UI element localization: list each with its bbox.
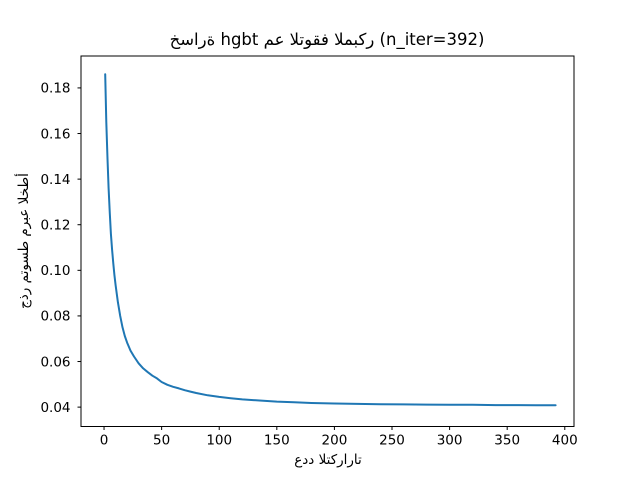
y-axis-label: جذر متوسط مربع الخطأ [16, 173, 32, 309]
y-tick-label: 0.10 [40, 263, 70, 279]
y-tick-label: 0.14 [40, 172, 70, 188]
x-tick-label: 50 [153, 433, 170, 449]
x-tick-label: 200 [322, 433, 348, 449]
loss-curve-line [104, 73, 557, 407]
y-tick-label: 0.08 [40, 309, 70, 325]
x-tick-label: 250 [379, 433, 405, 449]
x-tick-label: 400 [552, 433, 578, 449]
x-tick-label: 150 [264, 433, 290, 449]
chart-title: خسارة hgbt مع التوقف المبكر (n_iter=392) [169, 30, 485, 49]
x-axis-ticks: 0 50 100 150 200 250 300 350 400 [100, 426, 578, 449]
axes-border [80, 55, 575, 427]
y-tick-label: 0.16 [40, 126, 70, 142]
x-tick-label: 100 [206, 433, 232, 449]
y-axis-ticks: 0.04 0.06 0.08 0.10 0.12 0.14 0.16 0.18 [40, 81, 81, 416]
x-tick-label: 350 [494, 433, 520, 449]
x-tick-label: 0 [100, 433, 109, 449]
y-tick-label: 0.04 [40, 400, 70, 416]
y-tick-label: 0.06 [40, 354, 70, 370]
x-axis-label: عدد التكرارات [294, 452, 362, 468]
x-tick-label: 300 [437, 433, 463, 449]
y-tick-label: 0.18 [40, 81, 70, 97]
y-tick-label: 0.12 [40, 218, 70, 234]
